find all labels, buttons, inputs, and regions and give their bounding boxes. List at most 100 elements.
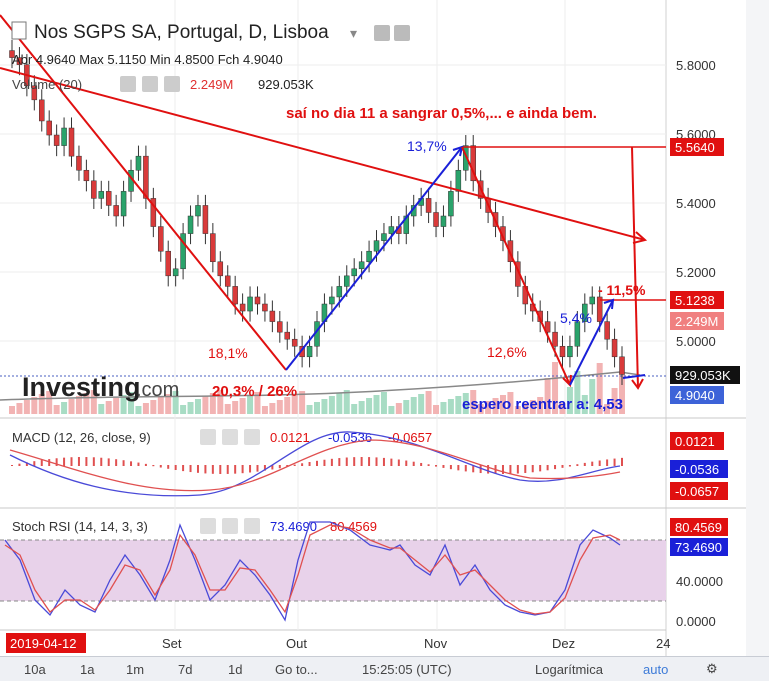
- macd-axis-label: -0.0536: [675, 462, 719, 477]
- candle-body: [187, 215, 194, 234]
- range-1d[interactable]: 1d: [228, 661, 243, 677]
- gear-icon[interactable]: ⚙: [706, 661, 718, 676]
- macd-hist-bar: [174, 465, 177, 471]
- pct-annotation: 20,3% / 26%: [212, 383, 297, 400]
- volume-bar: [477, 404, 484, 414]
- candle-body: [604, 321, 610, 340]
- close-icon[interactable]: [244, 429, 260, 445]
- gear-icon[interactable]: [222, 518, 238, 534]
- candle-body: [61, 127, 67, 146]
- volume-bar: [53, 405, 60, 414]
- macd-hist-bar: [368, 457, 371, 466]
- right-scrollbar[interactable]: [746, 0, 769, 656]
- macd-hist-bar: [427, 464, 430, 466]
- volume-bar: [276, 400, 283, 414]
- volume-bar: [314, 402, 320, 414]
- macd-hist-bar: [219, 465, 222, 474]
- candle-body: [68, 127, 75, 157]
- macd-hist-bar: [345, 457, 348, 466]
- candle-body: [448, 191, 454, 217]
- time-tick: Nov: [424, 636, 448, 651]
- log-scale-toggle[interactable]: Logarítmica: [535, 661, 603, 677]
- close-icon[interactable]: [164, 76, 180, 92]
- volume-bar: [388, 406, 395, 414]
- clock-readout: 15:25:05 (UTC): [362, 661, 452, 677]
- volume-bar: [351, 404, 358, 414]
- volume-bar: [529, 400, 536, 414]
- macd-hist-bar: [63, 457, 66, 466]
- volume-bar: [23, 400, 30, 414]
- candle-body: [262, 303, 268, 312]
- candle-body: [336, 286, 343, 298]
- volume-bar: [440, 402, 447, 414]
- macd-hist-bar: [278, 465, 281, 469]
- macd-hist-bar: [70, 457, 73, 466]
- candle-body: [544, 321, 551, 333]
- price-tick: 5.0000: [676, 334, 716, 349]
- volume-bar: [165, 394, 172, 414]
- chevron-down-icon[interactable]: ▾: [350, 25, 357, 41]
- macd-hist-bar: [606, 459, 609, 466]
- volume-bar: [38, 394, 45, 414]
- goto-button[interactable]: Go to...: [275, 661, 318, 677]
- macd-hist-bar: [167, 465, 170, 469]
- volume-bar: [321, 399, 328, 414]
- pct-annotation: - 11,5%: [598, 282, 646, 298]
- bottom-toolbar: 10a 1a 1m 7d 1d Go to... 15:25:05 (UTC) …: [0, 656, 769, 681]
- macd-hist-bar: [308, 462, 311, 466]
- macd-hist-bar: [546, 465, 549, 471]
- range-10a[interactable]: 10a: [24, 661, 46, 677]
- macd-hist-bar: [464, 465, 467, 472]
- gear-icon[interactable]: [394, 25, 410, 41]
- candle-body: [91, 180, 97, 199]
- gear-icon[interactable]: [222, 429, 238, 445]
- eye-icon[interactable]: [374, 25, 390, 41]
- eye-icon[interactable]: [200, 518, 216, 534]
- macd-hist-bar: [48, 459, 51, 466]
- candle-body: [589, 296, 595, 305]
- range-1m[interactable]: 1m: [126, 661, 145, 677]
- volume-bar: [566, 387, 573, 414]
- volume-bar: [499, 395, 506, 414]
- volume-bar: [194, 399, 201, 414]
- range-7d[interactable]: 7d: [178, 661, 193, 677]
- macd-hist-bar: [375, 457, 378, 466]
- macd-hist-bar: [130, 461, 133, 466]
- range-1a[interactable]: 1a: [80, 661, 95, 677]
- auto-scale-toggle[interactable]: auto: [643, 661, 669, 677]
- volume-bar: [172, 391, 179, 414]
- macd-hist-bar: [591, 461, 594, 466]
- volume-bar: [619, 372, 625, 414]
- volume-value-red: 2.249M: [190, 77, 233, 92]
- macd-hist-bar: [241, 465, 244, 474]
- macd-hist-bar: [196, 465, 199, 473]
- candle-body: [611, 338, 618, 358]
- macd-hist-bar: [539, 465, 542, 472]
- macd-hist-bar: [85, 457, 88, 466]
- macd-hist-bar: [397, 459, 400, 466]
- candle-body: [232, 286, 238, 305]
- stoch-k-line: [4, 521, 621, 622]
- macd-signal-line: [9, 439, 621, 492]
- volume-bar: [217, 390, 224, 414]
- volume-bar: [284, 397, 291, 414]
- candle-body: [98, 191, 105, 199]
- volume-bar: [514, 406, 521, 414]
- volume-bar: [574, 371, 581, 414]
- volume-bar: [470, 390, 477, 414]
- chart-title: Nos SGPS SA, Portugal, D, Lisboa: [34, 22, 329, 43]
- macd-hist-bar: [501, 465, 504, 474]
- price-label-bg: [670, 366, 740, 384]
- price-label-bg: [670, 138, 724, 156]
- volume-label: Volume (20): [12, 77, 82, 92]
- gear-icon[interactable]: [142, 76, 158, 92]
- eye-icon[interactable]: [200, 429, 216, 445]
- trading-chart[interactable]: 5.8000 5.6000 5.4000 5.2000 5.0000 Nos S…: [0, 0, 769, 656]
- eye-icon[interactable]: [120, 76, 136, 92]
- close-icon[interactable]: [244, 518, 260, 534]
- macd-hist-bar: [479, 465, 482, 474]
- macd-hist-bar: [204, 465, 207, 474]
- volume-bar: [239, 398, 246, 414]
- volume-bar: [328, 396, 335, 414]
- candle-body: [366, 250, 372, 263]
